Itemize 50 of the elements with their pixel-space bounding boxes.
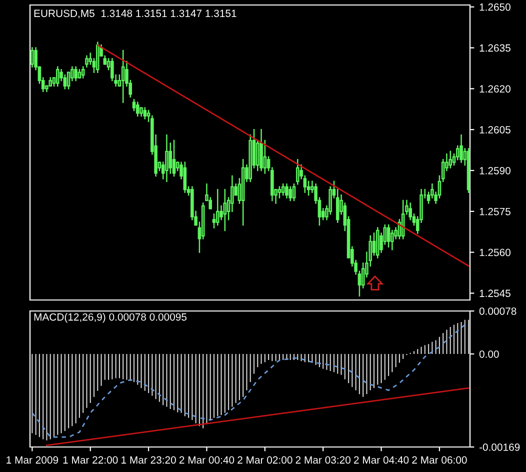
- y-tick-label: 0.00078: [479, 308, 516, 315]
- candlestick: [448, 150, 452, 168]
- x-tick-label: 1 Mar 23:20: [122, 456, 176, 464]
- x-tick-label: 2 Mar 06:00: [412, 456, 467, 464]
- x-tick-label: 2 Mar 03:20: [296, 456, 350, 464]
- y-tick-label: 1.2605: [480, 126, 510, 134]
- candlestick: [208, 197, 212, 210]
- y-tick-label: 1.2575: [480, 208, 510, 216]
- candlestick: [278, 186, 282, 198]
- candlestick: [183, 162, 187, 193]
- candlestick: [292, 184, 296, 202]
- candlestick: [74, 66, 78, 82]
- y-tick-label: 1.2620: [480, 85, 510, 93]
- candlestick: [216, 188, 220, 226]
- candlestick: [256, 140, 260, 172]
- chart-title: MACD(12,26,9) 0.00078 0.00095: [34, 313, 187, 323]
- x-tick-label: 1 Mar 22:00: [63, 456, 118, 464]
- candlestick: [165, 134, 168, 182]
- candlestick: [172, 140, 176, 177]
- candlestick: [30, 47, 34, 68]
- candlestick: [81, 66, 85, 78]
- candlestick: [460, 134, 463, 163]
- candlestick: [136, 102, 140, 117]
- y-tick-label: -0.00169: [479, 444, 520, 451]
- candlestick: [281, 184, 285, 196]
- y-tick-label: 1.2590: [480, 166, 510, 174]
- candlestick: [223, 188, 227, 232]
- x-tick-label: 2 Mar 04:40: [354, 456, 409, 464]
- y-tick-label: 1.2545: [480, 290, 510, 298]
- candlestick: [285, 184, 288, 198]
- y-tick-label: 0.00: [479, 350, 499, 358]
- y-tick-label: 1.2635: [480, 44, 510, 52]
- candlestick: [121, 50, 125, 103]
- candlestick: [56, 66, 60, 87]
- chart-title: EURUSD,M5 1.3148 1.3151 1.3147 1.3151: [34, 10, 236, 18]
- candlestick: [390, 230, 394, 250]
- y-tick-label: 1.2650: [480, 3, 510, 11]
- x-tick-label: 2 Mar 02:00: [238, 456, 292, 464]
- candlestick: [212, 213, 216, 228]
- y-tick-label: 1.2560: [480, 248, 510, 256]
- x-tick-label: 2 Mar 00:40: [179, 456, 234, 464]
- candlestick: [386, 224, 390, 248]
- candlestick: [288, 186, 292, 202]
- candlestick: [85, 55, 88, 68]
- candlestick: [296, 158, 300, 185]
- x-tick-label: 1 Mar 2009: [6, 456, 58, 464]
- candlestick: [143, 107, 147, 120]
- candlestick: [263, 140, 267, 174]
- candlestick: [168, 142, 172, 174]
- line-series: [31, 324, 466, 438]
